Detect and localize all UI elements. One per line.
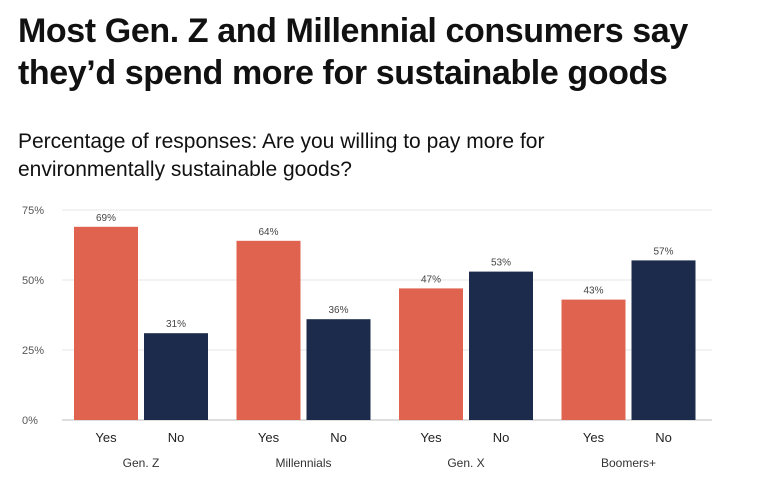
bar-value-label: 43% bbox=[583, 286, 603, 297]
series-tick-label: Yes bbox=[420, 430, 442, 445]
label-layer: 0% 25% 50% 75% 69% Yes 31% No Gen. Z 64% Yes 36% No M… bbox=[22, 205, 674, 470]
group-label: Millennials bbox=[275, 456, 331, 470]
bar-value-label: 64% bbox=[258, 227, 278, 238]
series-tick-label: No bbox=[655, 430, 672, 445]
bar-yes bbox=[399, 288, 463, 420]
series-tick-label: Yes bbox=[258, 430, 280, 445]
headline-line-1: Most Gen. Z and Millennial consumers say bbox=[18, 12, 688, 50]
bar-layer bbox=[74, 226, 696, 420]
headline-line-2: they’d spend more for sustainable goods bbox=[18, 54, 668, 92]
series-tick-label: Yes bbox=[95, 430, 117, 445]
subtitle-line-2: environmentally sustainable goods? bbox=[18, 158, 352, 181]
bar-value-label: 36% bbox=[328, 305, 348, 316]
bar-value-label: 47% bbox=[421, 274, 441, 285]
bar-no bbox=[144, 333, 208, 420]
bar-value-label: 69% bbox=[96, 213, 116, 224]
bar-yes bbox=[74, 226, 138, 420]
y-tick-label: 25% bbox=[22, 345, 44, 357]
chart-subtitle: Percentage of responses: Are you willing… bbox=[18, 128, 758, 184]
y-tick-label: 0% bbox=[22, 415, 38, 427]
group-label: Gen. Z bbox=[123, 456, 160, 470]
series-tick-label: No bbox=[168, 430, 185, 445]
y-tick-label: 75% bbox=[22, 205, 44, 217]
bar-value-label: 57% bbox=[653, 246, 673, 257]
group-label: Gen. X bbox=[447, 456, 484, 470]
chart-headline: Most Gen. Z and Millennial consumers say… bbox=[18, 10, 758, 94]
series-tick-label: No bbox=[330, 430, 347, 445]
bar-yes bbox=[561, 299, 626, 420]
bar-no bbox=[306, 319, 371, 420]
bar-no bbox=[631, 260, 696, 420]
bar-yes bbox=[236, 240, 301, 420]
subtitle-line-1: Percentage of responses: Are you willing… bbox=[18, 130, 545, 153]
y-tick-label: 50% bbox=[22, 275, 44, 287]
series-tick-label: No bbox=[493, 430, 510, 445]
bar-value-label: 53% bbox=[491, 258, 511, 269]
bar-no bbox=[469, 271, 533, 420]
group-label: Boomers+ bbox=[601, 456, 656, 470]
bar-value-label: 31% bbox=[166, 319, 186, 330]
series-tick-label: Yes bbox=[583, 430, 605, 445]
